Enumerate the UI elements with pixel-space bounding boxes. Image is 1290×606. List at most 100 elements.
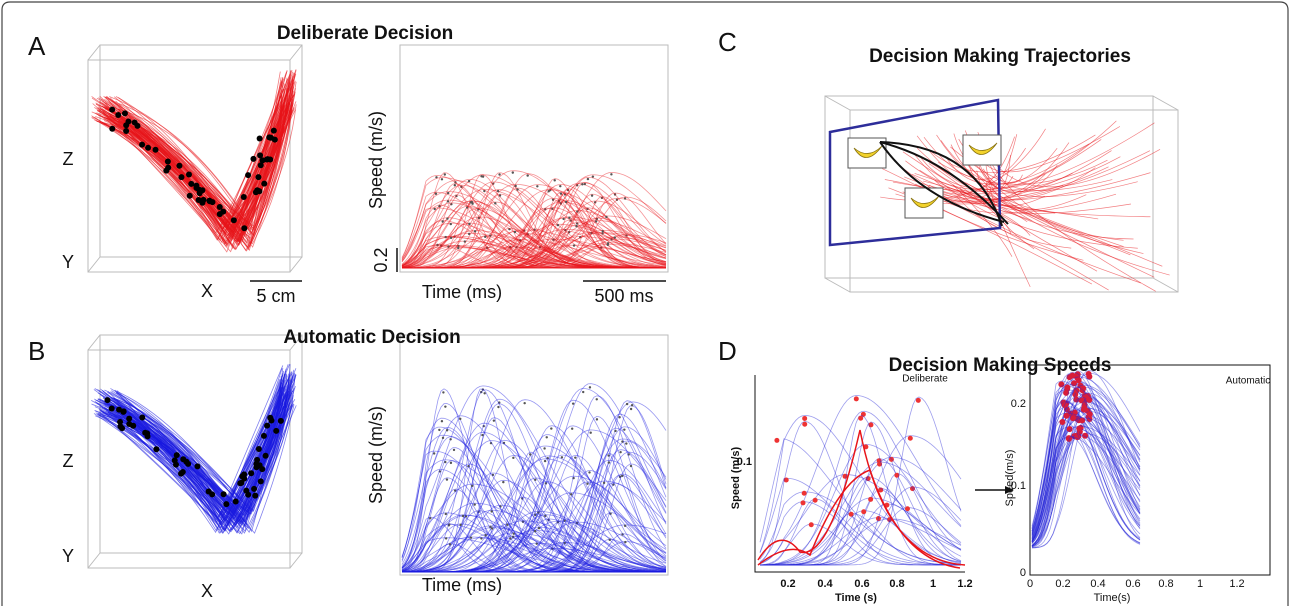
- axis-label: Time (s): [835, 592, 877, 604]
- speed-curve: [1031, 401, 1141, 537]
- peak: [842, 473, 848, 479]
- peak: [544, 482, 548, 485]
- trajectory: [937, 198, 1099, 220]
- speed-curve: [402, 521, 667, 573]
- peak: [593, 201, 597, 204]
- speed-curve: [1031, 384, 1141, 536]
- speed-curve: [402, 178, 666, 269]
- peak: [491, 473, 495, 477]
- x-tick-label: 0: [1027, 578, 1033, 590]
- peak: [618, 416, 621, 419]
- speed-curve: [401, 388, 666, 573]
- point: [139, 141, 146, 148]
- speed-curve: [1031, 399, 1141, 540]
- speed-curve: [402, 530, 667, 573]
- peak: [858, 415, 864, 421]
- peak: [490, 510, 493, 513]
- point: [188, 180, 195, 187]
- trajectory: [96, 104, 297, 252]
- peak: [492, 182, 495, 185]
- speed-curve: [402, 405, 667, 573]
- peak: [552, 238, 555, 241]
- peak: [459, 417, 462, 421]
- speed-curve: [402, 459, 667, 573]
- speed-curve: [402, 246, 666, 269]
- speed-curve: [401, 240, 666, 269]
- peak: [595, 398, 598, 401]
- speed-curve: [760, 476, 962, 566]
- speed-curve: [401, 510, 666, 573]
- peak: [480, 537, 483, 540]
- speed-curve: [401, 398, 666, 573]
- peak: [534, 478, 537, 482]
- peak: [860, 411, 866, 417]
- peak: [808, 522, 814, 528]
- peak: [562, 217, 565, 221]
- trajectory: [102, 109, 284, 250]
- point: [126, 421, 133, 428]
- peak: [453, 184, 457, 187]
- trajectory: [919, 122, 1155, 190]
- peak: [625, 442, 628, 445]
- peak: [446, 191, 450, 195]
- scale-label: 500 ms: [594, 286, 653, 306]
- peak: [453, 235, 456, 238]
- speed-curve: [1031, 381, 1141, 546]
- peak: [623, 524, 627, 528]
- point: [245, 491, 252, 498]
- speed-curve: [402, 227, 666, 269]
- speed-curve: [401, 207, 666, 269]
- axis-label: Z: [63, 451, 74, 471]
- point: [117, 423, 124, 430]
- speed-curve: [401, 170, 667, 269]
- peak: [550, 427, 553, 430]
- point: [134, 122, 141, 129]
- point: [238, 479, 245, 486]
- speed-curve: [402, 174, 667, 269]
- trajectory: [116, 108, 283, 231]
- speed-curve: [402, 538, 667, 573]
- trajectory: [105, 88, 284, 238]
- speed-curve: [401, 244, 666, 269]
- peak: [614, 429, 617, 433]
- speed-curve: [1031, 415, 1141, 544]
- speed-curve: [402, 225, 667, 269]
- speed-curve: [402, 534, 666, 573]
- speed-curve: [760, 435, 962, 566]
- speed-curve: [401, 440, 667, 572]
- speed-curve: [402, 511, 667, 573]
- peak: [569, 493, 573, 496]
- peak: [463, 240, 467, 243]
- peak: [606, 242, 610, 245]
- speed-curve: [402, 454, 667, 573]
- peak: [910, 486, 916, 492]
- peak: [502, 441, 506, 445]
- speed-curve: [402, 200, 667, 269]
- speed-curve: [402, 199, 666, 269]
- speed-curve: [402, 383, 667, 573]
- peak: [436, 243, 439, 247]
- speed-curve: [401, 399, 667, 573]
- speed-curve: [402, 222, 667, 269]
- peak: [563, 541, 566, 545]
- speed-curve: [402, 207, 667, 269]
- speed-curve: [402, 230, 666, 269]
- peak: [477, 216, 481, 220]
- speed-curve: [401, 244, 666, 269]
- peak: [595, 418, 599, 421]
- speed-curve: [759, 474, 962, 564]
- speed-curve: [760, 488, 962, 566]
- speed-curve: [759, 438, 962, 565]
- speed-curve: [1031, 425, 1141, 547]
- speed-curve: [401, 200, 666, 269]
- peak: [471, 484, 474, 488]
- speed-curve: [402, 174, 666, 269]
- speed-curve: [402, 455, 667, 573]
- speed-curve: [402, 535, 666, 573]
- peak: [571, 402, 575, 405]
- trajectory: [965, 182, 1155, 278]
- peak: [894, 472, 900, 478]
- speed-curve: [402, 454, 667, 573]
- speed-curve: [402, 201, 666, 269]
- peak: [572, 476, 575, 480]
